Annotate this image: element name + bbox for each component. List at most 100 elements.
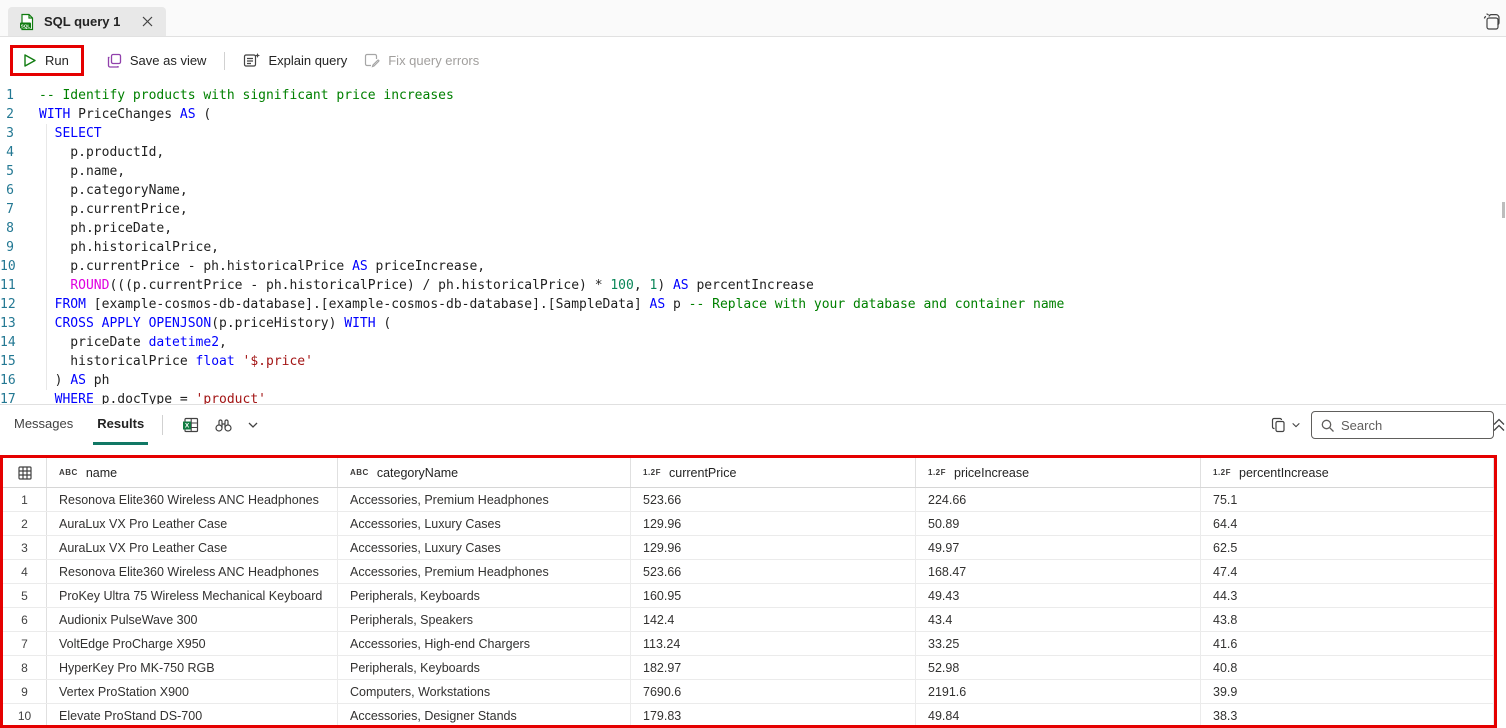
row-number[interactable]: 5 <box>3 584 47 607</box>
column-header-name[interactable]: ABC name <box>47 458 338 487</box>
table-cell[interactable]: 182.97 <box>631 656 916 679</box>
run-button[interactable]: Run <box>21 52 69 69</box>
table-cell[interactable]: Elevate ProStand DS-700 <box>47 704 338 725</box>
code-editor[interactable]: 1 -- Identify products with significant p… <box>0 84 1506 404</box>
table-cell[interactable]: Resonova Elite360 Wireless ANC Headphone… <box>47 560 338 583</box>
table-cell[interactable]: 168.47 <box>916 560 1201 583</box>
table-row[interactable]: 4 Resonova Elite360 Wireless ANC Headphon… <box>3 560 1494 584</box>
row-number[interactable]: 4 <box>3 560 47 583</box>
table-row[interactable]: 1 Resonova Elite360 Wireless ANC Headphon… <box>3 488 1494 512</box>
table-cell[interactable]: Peripherals, Keyboards <box>338 584 631 607</box>
code-line[interactable]: 17 WHERE p.docType = 'product' <box>0 390 1506 404</box>
table-cell[interactable]: AuraLux VX Pro Leather Case <box>47 536 338 559</box>
chevron-down-icon[interactable] <box>240 405 266 445</box>
table-cell[interactable]: 113.24 <box>631 632 916 655</box>
row-number[interactable]: 10 <box>3 704 47 725</box>
table-cell[interactable]: 224.66 <box>916 488 1201 511</box>
table-cell[interactable]: 142.4 <box>631 608 916 631</box>
table-cell[interactable]: Peripherals, Keyboards <box>338 656 631 679</box>
code-line[interactable]: 13 CROSS APPLY OPENJSON(p.priceHistory) … <box>0 314 1506 333</box>
code-line[interactable]: 4 p.productId, <box>0 143 1506 162</box>
code-line[interactable]: 16 ) AS ph <box>0 371 1506 390</box>
table-row[interactable]: 10 Elevate ProStand DS-700 Accessories, De… <box>3 704 1494 725</box>
table-cell[interactable]: Accessories, Premium Headphones <box>338 560 631 583</box>
table-row[interactable]: 9 Vertex ProStation X900 Computers, Workst… <box>3 680 1494 704</box>
table-cell[interactable]: 64.4 <box>1201 512 1494 535</box>
table-cell[interactable]: 523.66 <box>631 488 916 511</box>
table-cell[interactable]: 47.4 <box>1201 560 1494 583</box>
row-number[interactable]: 7 <box>3 632 47 655</box>
tab-results[interactable]: Results <box>93 405 149 445</box>
table-cell[interactable]: 49.84 <box>916 704 1201 725</box>
table-cell[interactable]: VoltEdge ProCharge X950 <box>47 632 338 655</box>
table-cell[interactable]: 49.43 <box>916 584 1201 607</box>
row-number[interactable]: 2 <box>3 512 47 535</box>
table-cell[interactable]: 33.25 <box>916 632 1201 655</box>
table-cell[interactable]: 7690.6 <box>631 680 916 703</box>
row-number[interactable]: 9 <box>3 680 47 703</box>
close-icon[interactable] <box>138 13 156 31</box>
code-line[interactable]: 15 historicalPrice float '$.price' <box>0 352 1506 371</box>
table-cell[interactable]: 50.89 <box>916 512 1201 535</box>
editor-scrollbar[interactable] <box>1502 202 1505 218</box>
row-number[interactable]: 6 <box>3 608 47 631</box>
table-cell[interactable]: Peripherals, Speakers <box>338 608 631 631</box>
tab-sql-query[interactable]: SQL SQL query 1 <box>8 7 167 36</box>
fix-query-errors-button[interactable]: Fix query errors <box>363 52 479 69</box>
table-cell[interactable]: 44.3 <box>1201 584 1494 607</box>
table-cell[interactable]: 160.95 <box>631 584 916 607</box>
code-line[interactable]: 7 p.currentPrice, <box>0 200 1506 219</box>
code-line[interactable]: 6 p.categoryName, <box>0 181 1506 200</box>
code-line[interactable]: 5 p.name, <box>0 162 1506 181</box>
explain-query-button[interactable]: Explain query <box>243 52 347 69</box>
table-cell[interactable]: 43.8 <box>1201 608 1494 631</box>
row-number[interactable]: 3 <box>3 536 47 559</box>
table-cell[interactable]: HyperKey Pro MK-750 RGB <box>47 656 338 679</box>
table-cell[interactable]: 523.66 <box>631 560 916 583</box>
code-line[interactable]: 3 SELECT <box>0 124 1506 143</box>
table-row[interactable]: 8 HyperKey Pro MK-750 RGB Peripherals, Key… <box>3 656 1494 680</box>
table-row[interactable]: 6 Audionix PulseWave 300 Peripherals, Spea… <box>3 608 1494 632</box>
table-row[interactable]: 5 ProKey Ultra 75 Wireless Mechanical Key… <box>3 584 1494 608</box>
table-cell[interactable]: 39.9 <box>1201 680 1494 703</box>
column-header-priceIncrease[interactable]: 1.2F priceIncrease <box>916 458 1201 487</box>
table-cell[interactable]: Accessories, Designer Stands <box>338 704 631 725</box>
code-line[interactable]: 11 ROUND(((p.currentPrice - ph.historica… <box>0 276 1506 295</box>
column-header-currentPrice[interactable]: 1.2F currentPrice <box>631 458 916 487</box>
table-cell[interactable]: 40.8 <box>1201 656 1494 679</box>
table-cell[interactable]: 129.96 <box>631 512 916 535</box>
table-cell[interactable]: Accessories, Luxury Cases <box>338 536 631 559</box>
table-cell[interactable]: Accessories, Luxury Cases <box>338 512 631 535</box>
code-line[interactable]: 12 FROM [example-cosmos-db-database].[ex… <box>0 295 1506 314</box>
table-cell[interactable]: ProKey Ultra 75 Wireless Mechanical Keyb… <box>47 584 338 607</box>
tab-messages[interactable]: Messages <box>14 416 74 431</box>
table-cell[interactable]: 49.97 <box>916 536 1201 559</box>
code-line[interactable]: 1 -- Identify products with significant p… <box>0 86 1506 105</box>
code-line[interactable]: 9 ph.historicalPrice, <box>0 238 1506 257</box>
table-cell[interactable]: Accessories, High-end Chargers <box>338 632 631 655</box>
table-cell[interactable]: 62.5 <box>1201 536 1494 559</box>
select-all-corner[interactable] <box>3 458 47 487</box>
code-line[interactable]: 8 ph.priceDate, <box>0 219 1506 238</box>
table-cell[interactable]: 75.1 <box>1201 488 1494 511</box>
table-cell[interactable]: 52.98 <box>916 656 1201 679</box>
code-line[interactable]: 2 WITH PriceChanges AS ( <box>0 105 1506 124</box>
column-header-categoryName[interactable]: ABC categoryName <box>338 458 631 487</box>
table-cell[interactable]: Accessories, Premium Headphones <box>338 488 631 511</box>
collapse-panel-icon[interactable] <box>1492 417 1506 433</box>
save-as-view-button[interactable]: Save as view <box>106 52 206 69</box>
window-stack-icon[interactable] <box>1482 12 1502 32</box>
table-cell[interactable]: Audionix PulseWave 300 <box>47 608 338 631</box>
code-line[interactable]: 10 p.currentPrice - ph.historicalPrice A… <box>0 257 1506 276</box>
table-cell[interactable]: 43.4 <box>916 608 1201 631</box>
table-row[interactable]: 7 VoltEdge ProCharge X950 Accessories, Hig… <box>3 632 1494 656</box>
copy-results-button[interactable] <box>1267 417 1305 433</box>
table-cell[interactable]: Resonova Elite360 Wireless ANC Headphone… <box>47 488 338 511</box>
table-row[interactable]: 2 AuraLux VX Pro Leather Case Accessories,… <box>3 512 1494 536</box>
column-header-percentIncrease[interactable]: 1.2F percentIncrease <box>1201 458 1494 487</box>
table-cell[interactable]: AuraLux VX Pro Leather Case <box>47 512 338 535</box>
row-number[interactable]: 8 <box>3 656 47 679</box>
table-cell[interactable]: 129.96 <box>631 536 916 559</box>
row-number[interactable]: 1 <box>3 488 47 511</box>
table-cell[interactable]: 41.6 <box>1201 632 1494 655</box>
